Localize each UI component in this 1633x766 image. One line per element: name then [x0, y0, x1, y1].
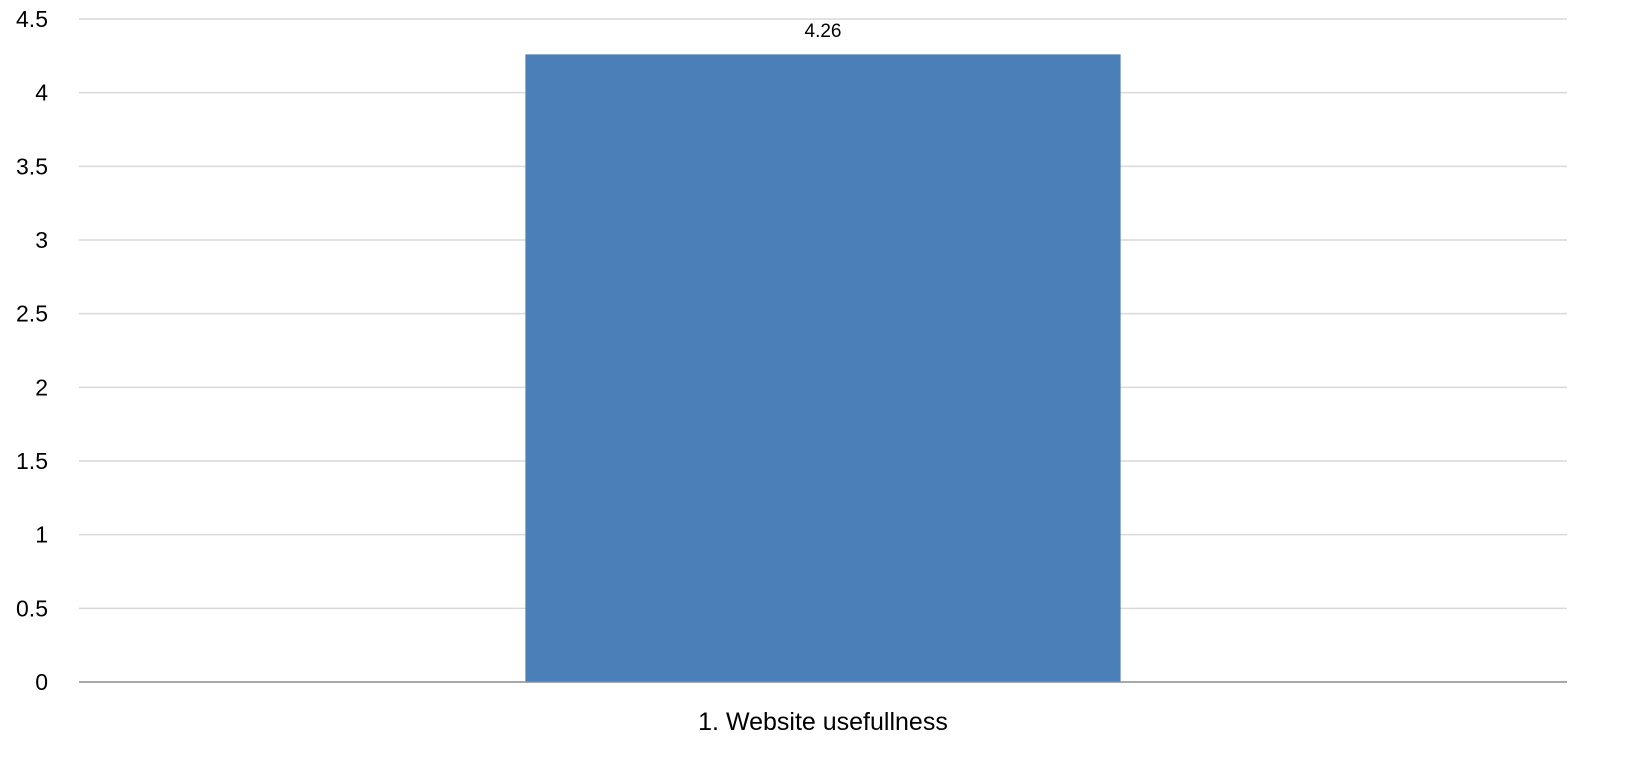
y-tick-label: 1.5 — [16, 448, 48, 474]
data-label: 4.26 — [805, 21, 842, 42]
y-tick-label: 1 — [35, 522, 48, 548]
y-tick-label: 2 — [35, 374, 48, 400]
y-tick-label: 2.5 — [16, 301, 48, 327]
y-tick-label: 0 — [35, 669, 48, 695]
y-tick-label: 0.5 — [16, 595, 48, 621]
y-tick-label: 4.5 — [16, 6, 48, 32]
bar — [525, 54, 1121, 683]
y-tick-label: 3 — [35, 227, 48, 253]
data-labels: 4.26 — [805, 21, 842, 42]
y-tick-label: 3.5 — [16, 153, 48, 179]
y-tick-label: 4 — [35, 80, 48, 106]
x-tick-label: 1. Website usefullness — [698, 708, 948, 736]
x-axis-tick-labels: 1. Website usefullness — [698, 708, 948, 736]
bars — [525, 54, 1121, 683]
y-axis-tick-labels: 0 0.5 1 1.5 2 2.5 3 3.5 4 4.5 — [16, 6, 48, 695]
